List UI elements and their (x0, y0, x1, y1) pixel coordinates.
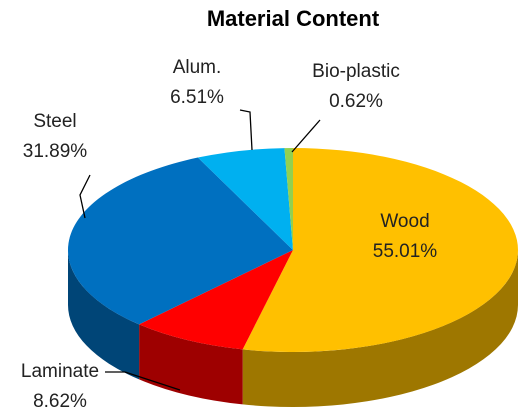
pie-slice (197, 148, 293, 250)
leader-line (105, 371, 181, 391)
slice-label: Alum. (173, 57, 222, 78)
pie-slice (139, 250, 293, 350)
slice-value-label: 0.62% (329, 91, 383, 112)
pie-slice (284, 148, 293, 250)
pie-side (68, 250, 140, 380)
leader-line (79, 174, 91, 219)
slice-label: Steel (33, 111, 76, 132)
pie-slice (67, 157, 293, 325)
slice-value-label: 6.51% (170, 87, 224, 108)
slice-label: Bio-plastic (312, 61, 400, 82)
leader-line (239, 109, 253, 151)
slice-value-label: 55.01% (373, 241, 438, 262)
slice-value-label: 8.62% (33, 391, 87, 412)
pie-slice (242, 148, 518, 352)
slice-label: Laminate (21, 361, 99, 382)
chart-title: Material Content (207, 6, 380, 31)
slice-value-label: 31.89% (23, 141, 88, 162)
leader-line (291, 119, 321, 153)
pie-side (242, 250, 518, 407)
slice-label: Wood (380, 211, 429, 232)
